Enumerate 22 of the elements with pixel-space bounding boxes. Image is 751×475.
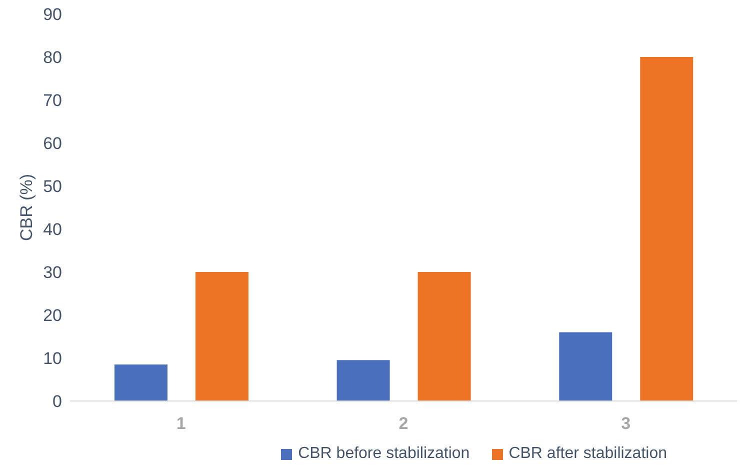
bar (114, 364, 168, 401)
x-tick-label: 2 (398, 414, 408, 434)
bar (418, 272, 471, 401)
y-tick-label: 60 (43, 134, 62, 154)
bar (640, 57, 694, 401)
x-tick-label: 3 (621, 414, 631, 434)
y-tick-label: 20 (43, 306, 62, 326)
y-axis-title: CBR (%) (17, 174, 36, 242)
bar (559, 332, 612, 401)
y-tick-label: 80 (43, 48, 62, 68)
x-tick-label: 1 (176, 414, 186, 434)
y-tick-label: 30 (43, 263, 62, 282)
bar (195, 272, 248, 401)
y-tick-label: 90 (43, 5, 62, 24)
bar (336, 360, 390, 401)
y-tick-label: 10 (43, 349, 62, 368)
y-tick-label: 0 (52, 392, 62, 412)
legend-label: CBR after stabilization (508, 445, 667, 463)
y-tick-label: 70 (43, 91, 62, 110)
y-tick-label: 50 (43, 177, 62, 196)
y-tick-label: 40 (43, 220, 62, 240)
legend-label: CBR before stabilization (298, 445, 470, 463)
